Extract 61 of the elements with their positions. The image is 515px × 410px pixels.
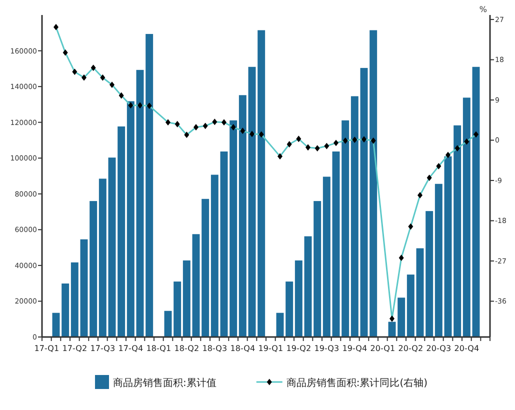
y2-axis-title: %	[479, 5, 488, 14]
bar	[286, 282, 294, 337]
x-tick-label: 17-Q2	[62, 344, 88, 353]
x-tick-label: 18-Q1	[146, 344, 172, 353]
x-tick-label: 17-Q1	[34, 344, 60, 353]
bar	[416, 248, 424, 337]
x-tick-label: 18-Q2	[174, 344, 200, 353]
bar	[462, 98, 470, 337]
bar	[80, 239, 88, 337]
bar	[258, 30, 266, 337]
bar	[370, 30, 378, 337]
bar	[276, 312, 284, 337]
bar	[182, 260, 190, 337]
bar	[90, 201, 98, 337]
bar	[454, 125, 462, 337]
x-tick-label: 18-Q3	[202, 344, 228, 353]
bar	[350, 96, 358, 337]
bar	[62, 284, 70, 337]
bar	[332, 151, 340, 337]
bar	[108, 158, 116, 337]
bar	[342, 120, 350, 337]
x-tick-label: 20-Q2	[398, 344, 424, 353]
bar	[164, 310, 172, 337]
bar	[304, 236, 312, 337]
bar	[70, 262, 78, 337]
x-tick-label: 20-Q1	[370, 344, 396, 353]
x-tick-label: 19-Q4	[342, 344, 368, 353]
bar	[192, 234, 200, 337]
bar	[238, 95, 246, 337]
bar	[220, 151, 228, 337]
bar	[248, 66, 256, 337]
x-tick-label: 17-Q4	[118, 344, 144, 353]
bar	[472, 66, 480, 337]
x-tick-label: 19-Q2	[286, 344, 312, 353]
bar	[210, 174, 218, 337]
bar	[314, 201, 322, 337]
bar	[118, 126, 126, 337]
bar	[146, 34, 154, 337]
bar	[406, 274, 414, 337]
x-tick-label: 20-Q4	[454, 344, 480, 353]
legend-label: 商品房销售面积:累计值	[113, 377, 216, 389]
bar	[52, 312, 60, 337]
bar	[174, 282, 182, 337]
bar	[98, 178, 106, 337]
bar	[230, 120, 238, 337]
bar	[202, 198, 210, 337]
bar	[126, 101, 134, 337]
bar	[322, 176, 330, 337]
bar	[294, 260, 302, 337]
bar	[398, 298, 406, 337]
x-tick-label: 17-Q3	[90, 344, 116, 353]
x-tick-label: 19-Q3	[314, 344, 340, 353]
legend-label: 商品房销售面积:累计同比(右轴)	[286, 377, 428, 389]
bar	[360, 68, 368, 337]
bar	[444, 156, 452, 337]
x-tick-label: 18-Q4	[230, 344, 256, 353]
x-tick-label: 19-Q1	[258, 344, 284, 353]
bar	[434, 184, 442, 337]
x-tick-label: 20-Q3	[426, 344, 452, 353]
bar	[136, 70, 144, 337]
bar	[426, 211, 434, 337]
